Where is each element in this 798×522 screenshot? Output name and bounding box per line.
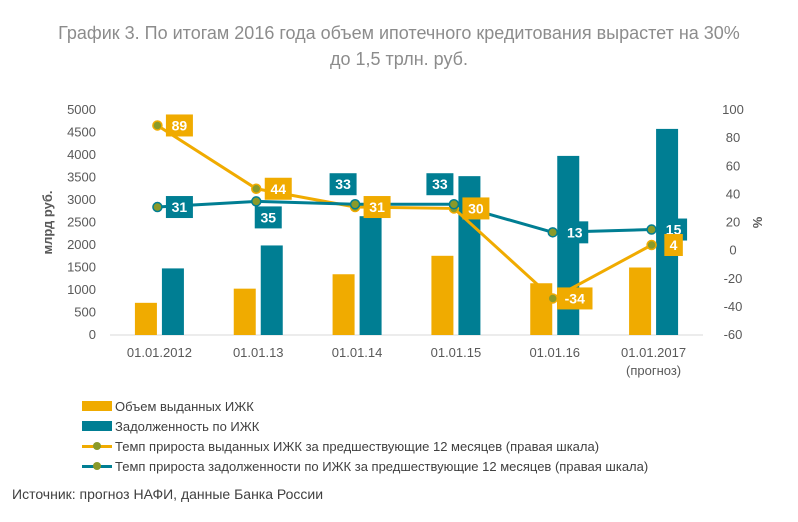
bar-issued-volume: [134, 302, 157, 335]
legend-item-issued-volume: Объем выданных ИЖК: [82, 396, 648, 416]
issued-growth-data-label: 44: [270, 181, 286, 197]
legend-label: Объем выданных ИЖК: [115, 398, 254, 414]
bar-issued-volume: [233, 288, 256, 335]
y-right-tick-label: -40: [724, 299, 743, 314]
chart-title: График 3. По итогам 2016 года объем ипот…: [0, 20, 798, 72]
issued-growth-label-box: [462, 197, 490, 220]
y-right-tick-label: 40: [726, 186, 740, 201]
y-left-tick-label: 1000: [67, 282, 96, 297]
legend-swatch-orange-line: [82, 441, 112, 451]
issued-growth-data-label: 4: [670, 237, 678, 253]
y-right-tick-label: -60: [724, 327, 743, 342]
source-note: Источник: прогноз НАФИ, данные Банка Рос…: [12, 486, 324, 502]
y-left-axis-title: млрд руб.: [40, 191, 55, 255]
debt-growth-data-label: 15: [666, 222, 682, 238]
issued-growth-data-label: 31: [369, 199, 385, 215]
y-right-tick-label: -20: [724, 271, 743, 286]
marker-debt-growth: [349, 198, 361, 210]
x-tick-sublabel: (прогноз): [626, 363, 681, 378]
legend-swatch-orange-bar: [82, 401, 112, 411]
x-tick-label: 01.01.15: [431, 345, 482, 360]
debt-growth-label-box: [426, 173, 454, 196]
y-left-tick-label: 3000: [67, 192, 96, 207]
x-tick-label: 01.01.14: [332, 345, 383, 360]
marker-issued-growth: [646, 239, 657, 251]
debt-growth-data-label: 33: [335, 176, 351, 192]
y-left-tick-label: 500: [74, 305, 96, 320]
y-left-tick-label: 0: [89, 327, 96, 342]
debt-growth-data-label: 35: [260, 209, 276, 225]
bar-issued-volume: [629, 267, 652, 335]
issued-growth-label-box: [664, 234, 683, 256]
x-tick-label: 01.01.2017: [621, 345, 686, 360]
debt-growth-data-label: 33: [432, 176, 448, 192]
y-left-tick-label: 3500: [67, 170, 96, 185]
legend-swatch-teal-line: [82, 461, 112, 471]
legend-swatch-teal-bar: [82, 421, 112, 431]
marker-issued-growth: [152, 120, 163, 131]
legend-item-issued-growth: Темп прироста выданных ИЖК за предшеству…: [82, 436, 648, 456]
y-left-tick-label: 4500: [67, 125, 96, 140]
marker-issued-growth: [251, 183, 262, 194]
y-right-axis-title: %: [750, 216, 765, 228]
x-tick-label: 01.01.16: [529, 345, 580, 360]
issued-growth-data-label: 30: [468, 200, 484, 216]
marker-debt-growth: [448, 198, 460, 210]
marker-debt-growth: [547, 227, 558, 238]
legend-item-debt-growth: Темп прироста задолженности по ИЖК за пр…: [82, 456, 648, 476]
bar-debt: [161, 268, 184, 335]
legend-label: Темп прироста выданных ИЖК за предшеству…: [115, 438, 600, 454]
marker-debt-growth: [152, 201, 163, 213]
x-tick-label: 01.01.2012: [127, 345, 192, 360]
y-left-tick-label: 2500: [67, 215, 96, 230]
issued-growth-label-box: [557, 287, 593, 310]
x-tick-label: 01.01.13: [233, 345, 284, 360]
legend-label: Задолженность по ИЖК: [115, 418, 260, 434]
combo-chart: 0500100015002000250030003500400045005000…: [40, 102, 765, 378]
debt-growth-data-label: 13: [567, 224, 583, 240]
y-right-tick-label: 0: [729, 243, 736, 258]
marker-debt-growth: [251, 196, 262, 207]
debt-growth-label-box: [329, 173, 357, 196]
legend-label: Темп прироста задолженности по ИЖК за пр…: [115, 458, 649, 474]
y-left-tick-label: 2000: [67, 237, 96, 252]
issued-growth-label-box: [264, 177, 292, 200]
issued-growth-label-box: [165, 114, 193, 137]
y-left-tick-label: 4000: [67, 147, 96, 162]
issued-growth-label-box: [363, 196, 391, 219]
bar-issued-volume: [530, 283, 553, 335]
bar-issued-volume: [332, 274, 355, 335]
y-left-tick-label: 5000: [67, 102, 96, 117]
debt-growth-label-box: [561, 221, 589, 244]
chart-title-line2: до 1,5 трлн. руб.: [330, 49, 468, 69]
debt-growth-label-box: [254, 206, 282, 229]
debt-growth-data-label: 31: [172, 199, 188, 215]
issued-growth-data-label: 89: [172, 117, 188, 133]
legend: Объем выданных ИЖК Задолженность по ИЖК …: [82, 396, 648, 476]
bar-debt: [359, 216, 382, 335]
marker-issued-growth: [547, 293, 558, 304]
marker-debt-growth: [646, 224, 657, 235]
bar-debt: [260, 245, 283, 335]
y-right-tick-label: 100: [722, 102, 744, 117]
y-left-tick-label: 1500: [67, 260, 96, 275]
legend-item-debt: Задолженность по ИЖК: [82, 416, 648, 436]
y-right-tick-label: 20: [726, 215, 740, 230]
bar-issued-volume: [431, 255, 454, 335]
issued-growth-data-label: -34: [565, 290, 585, 306]
debt-growth-label-box: [165, 196, 193, 219]
y-right-tick-label: 80: [726, 130, 740, 145]
y-right-tick-label: 60: [726, 158, 740, 173]
chart-title-line1: График 3. По итогам 2016 года объем ипот…: [58, 23, 740, 43]
